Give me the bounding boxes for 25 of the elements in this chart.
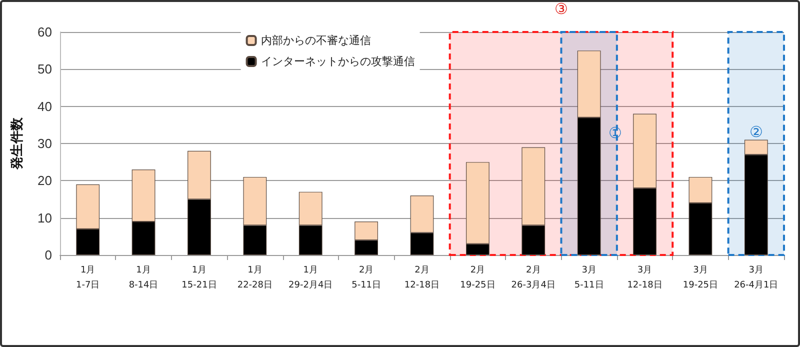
x-tick-label: 2月 19-25日 — [460, 266, 496, 290]
x-tick-label: 2月 26-3月4日 — [511, 266, 556, 290]
y-tick-label: 10 — [38, 210, 52, 226]
x-tick-label: 1月 1-7日 — [76, 266, 100, 290]
y-tick-label: 60 — [38, 24, 52, 40]
y-tick-label: 30 — [38, 136, 52, 151]
x-tick-label: 2月 12-18日 — [404, 266, 440, 290]
annotation: ② — [750, 124, 763, 142]
y-tick-label: 20 — [38, 173, 52, 188]
x-tick-label: 2月 5-11日 — [352, 266, 382, 290]
y-axis-title: 発生件数 — [10, 116, 25, 170]
x-tick-label: 3月 5-11日 — [574, 266, 604, 290]
x-tick-label: 3月 19-25日 — [682, 266, 718, 290]
x-tick-label: 1月 8-14日 — [128, 266, 158, 290]
x-tick-label: 3月 26-4月1日 — [734, 266, 778, 290]
x-tick-label: 3月 12-18日 — [627, 266, 662, 290]
y-tick-label: 40 — [38, 98, 52, 114]
band-label: ③ — [554, 1, 568, 18]
y-tick-label: 0 — [44, 248, 52, 262]
legend-label: インターネットからの攻撃通信 — [260, 55, 415, 68]
legend-label: 内部からの不審な通信 — [260, 34, 371, 47]
x-tick-label: 1月 15-21日 — [182, 266, 217, 290]
x-tick-label: 1月 22-28日 — [237, 266, 272, 290]
x-tick-label: 1月 29-2月4日 — [288, 266, 333, 290]
y-tick-label: 50 — [38, 62, 52, 77]
